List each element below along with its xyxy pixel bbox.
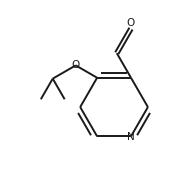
Text: O: O [127, 18, 135, 28]
Text: N: N [127, 132, 135, 142]
Text: O: O [71, 60, 79, 70]
